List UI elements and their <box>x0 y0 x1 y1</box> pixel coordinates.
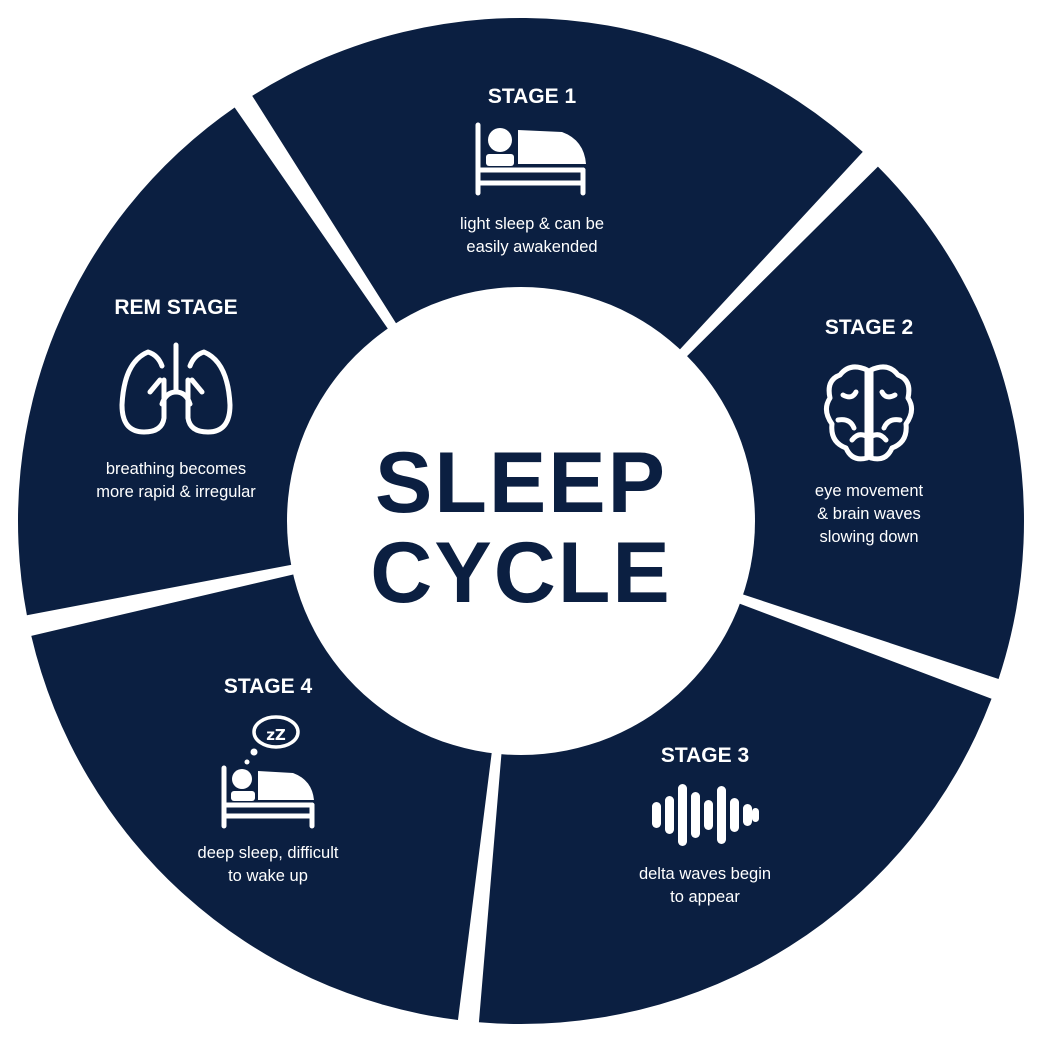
stage-4-title: STAGE 4 <box>224 675 313 698</box>
stage-3-desc-line1: delta waves begin <box>639 865 771 883</box>
stage-4-desc-line1: deep sleep, difficult <box>198 844 339 862</box>
stage-3-title: STAGE 3 <box>661 744 749 767</box>
rem-stage-segment <box>17 107 392 616</box>
stage-2-title: STAGE 2 <box>825 316 913 339</box>
stage-4-desc-line2: to wake up <box>228 867 308 885</box>
stage-4-segment-content: STAGE 4 zZ deep sleep, difficult to wake… <box>198 675 339 885</box>
sound-waves-icon <box>652 784 759 846</box>
rem-stage-segment-content: REM STAGE breathing becomes more rapid &… <box>96 296 256 501</box>
stage-1-desc-line1: light sleep & can be <box>460 215 604 233</box>
rem-stage-desc-line2: more rapid & irregular <box>96 483 256 501</box>
center-circle <box>287 287 755 755</box>
center-title-line2: CYCLE <box>370 525 671 621</box>
stage-1-segment-content: STAGE 1 light sleep & can be easily awak… <box>460 85 604 256</box>
stage-1-desc-line2: easily awakended <box>466 238 597 256</box>
stage-1-segment <box>252 18 863 354</box>
bed-sleeping-icon <box>475 122 586 196</box>
brain-icon <box>824 364 914 462</box>
svg-text:zZ: zZ <box>266 726 286 744</box>
lungs-icon <box>119 342 233 435</box>
stage-2-segment-content: STAGE 2 eye movement & brain waves slowi… <box>815 316 924 546</box>
rem-stage-title: REM STAGE <box>114 296 237 319</box>
stage-2-desc-line1: eye movement <box>815 482 924 500</box>
stage-1-title: STAGE 1 <box>488 85 577 108</box>
stage-2-desc-line3: slowing down <box>819 528 918 546</box>
center-title-line1: SLEEP <box>375 435 667 531</box>
bed-zzz-icon: zZ <box>221 715 315 829</box>
stage-3-segment-content: STAGE 3 delta waves begin to appear <box>639 744 771 906</box>
stage-2-desc-line2: & brain waves <box>817 505 921 523</box>
rem-stage-desc-line1: breathing becomes <box>106 460 246 478</box>
stage-3-desc-line2: to appear <box>670 888 740 906</box>
